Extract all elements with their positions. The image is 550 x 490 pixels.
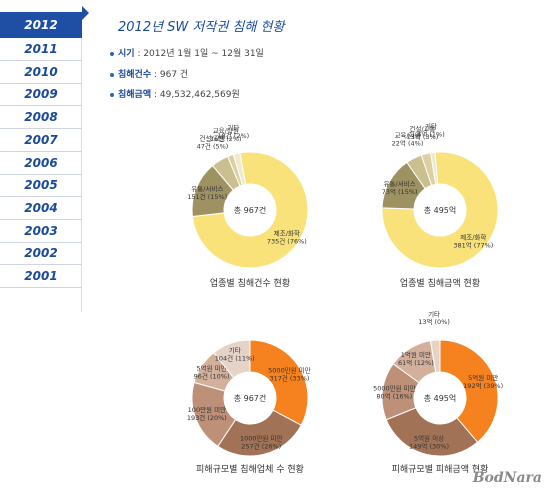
slice-label: 기타 [425,122,437,131]
slice-value-label: 73억 (15%) [382,188,418,196]
cases-value: : 967 건 [154,70,189,80]
watermark-logo: BodNara [472,470,542,486]
slice-label: 교육/학원 [213,126,239,135]
bullet-icon [110,72,114,77]
slice-label: 5억원 미만 [468,373,498,382]
year-tab-2008[interactable]: 2008 [0,106,82,130]
year-tab-2012[interactable]: 2012 [0,12,82,38]
pie-slice [381,151,499,269]
sidebar-divider [81,26,82,312]
slice-label: 5억원 미만 [197,364,227,373]
pie-slice [429,151,439,185]
slice-value-label: 192억 (39%) [463,382,503,390]
slice-value-label: 149억 (30%) [409,443,449,451]
slice-label: 교육/학원 [394,131,420,140]
slice-value-label: 16건 (2%) [210,134,242,143]
donut-center-total: 총 967건 [234,205,267,215]
year-tab-2011[interactable]: 2011 [0,38,82,61]
slice-label: 제조/화학 [460,233,486,242]
year-tab-2006[interactable]: 2006 [0,152,82,175]
donut-center-total: 총 967건 [234,393,267,403]
year-tab-2003[interactable]: 2003 [0,220,82,243]
info-amount: 침해금액 : 49,532,462,569원 [110,87,240,100]
slice-value-label: 96건 (10%) [194,372,230,381]
slice-value-label: 6억 (1%) [417,131,445,139]
info-cases: 침해건수 : 967 건 [110,67,188,80]
slice-value-label: 18건 (2%) [218,131,250,140]
pie-slice [217,409,302,457]
year-tab-2004[interactable]: 2004 [0,197,82,220]
slice-label: 기타 [229,346,241,355]
bullet-icon [110,92,114,97]
slice-label: 5000만원 미만 [268,365,311,374]
slice-label: 제조/화학 [274,229,300,238]
slice-label: 1억원 미만 [401,350,431,359]
slice-value-label: 151건 (15%) [187,192,227,201]
slice-label: 100만원 미만 [188,405,226,414]
industry-amount-chart: 제조/화학 381억 (77%) 유통/서비스 73억 (15%) 교육/학원 22억 (… [330,122,550,270]
donut-center-total: 총 495억 [424,393,457,403]
pie-slice [213,339,251,379]
slice-value-label: 47건 (5%) [197,142,229,151]
year-tab-2002[interactable]: 2002 [0,242,82,266]
info-period: 시기 : 2012년 1월 1일 ~ 12월 31일 [110,46,264,59]
active-year-arrow-icon [82,6,89,20]
slice-label: 기타 [428,309,440,318]
chart-title: 피해규모별 침해업체 수 현황 [196,465,304,475]
pie-slice [232,152,247,186]
year-tab-2010[interactable]: 2010 [0,61,82,84]
slice-value-label: 61억 (12%) [398,359,434,367]
slice-value-label: 13억 (3%) [407,133,439,141]
industry-cases-chart: 제조/화학 735건 (76%) 유통/서비스 151건 (15%) 건설/교통 47건 … [140,123,360,270]
chart-title: 업종별 침해건수 현황 [209,279,291,289]
slice-value-label: 317건 (33%) [269,373,309,382]
period-label: 시기 [118,49,135,59]
period-value: : 2012년 1월 1일 ~ 12월 31일 [137,49,264,59]
year-tab-2009[interactable]: 2009 [0,83,82,107]
pie-slice [385,407,479,457]
slice-label: 유통/서비스 [191,184,223,193]
slice-value-label: 735건 (76%) [267,237,307,246]
slice-label: 건설/교통 [199,134,225,143]
slice-label: 기타 [227,123,239,132]
slice-value-label: 257건 (26%) [241,442,281,451]
year-sidebar: 2012 2011 2010 2009 2008 2007 2006 2005 2004 2003… [0,0,89,490]
pie-slice [429,339,441,373]
slice-label: 건설/교통 [409,124,435,133]
slice-value-label: 381억 (77%) [453,242,493,250]
slice-value-label: 22억 (4%) [392,140,424,148]
amount-value: : 49,532,462,569원 [154,90,240,100]
donut-center-total: 총 495억 [424,205,457,215]
slice-value-label: 80억 (16%) [376,392,412,400]
scale-cases-chart: 5000만원 미만 317건 (33%) 1000만원 미만 257건 (26%) 10… [140,318,360,458]
slice-label: 1000만원 미만 [240,434,283,443]
slice-value-label: 193건 (20%) [187,413,227,422]
year-tab-2001[interactable]: 2001 [0,265,82,288]
cases-label: 침해건수 [118,70,152,80]
year-tab-2005[interactable]: 2005 [0,174,82,198]
scale-amount-chart: 5억원 미만 192억 (39%) 5억원 이상 149억 (30%) 5000만원 미… [330,309,550,458]
chart-title: 피해규모별 피해금액 현황 [391,465,489,475]
pie-slice [439,339,499,443]
slice-value-label: 13억 (0%) [418,318,450,326]
bullet-icon [110,51,114,56]
page-title: 2012년 SW 저작권 침해 현황 [118,20,285,35]
slice-label: 유통/서비스 [384,179,416,188]
year-tab-2007[interactable]: 2007 [0,129,82,152]
slice-label: 5억원 이상 [414,434,444,443]
slice-value-label: 104건 (11%) [215,354,255,363]
amount-label: 침해금액 [118,90,152,100]
slice-label: 5000만원 미만 [373,383,416,392]
pie-slice [191,151,309,269]
pie-slice [249,339,309,426]
chart-title: 업종별 침해금액 현황 [399,279,481,289]
